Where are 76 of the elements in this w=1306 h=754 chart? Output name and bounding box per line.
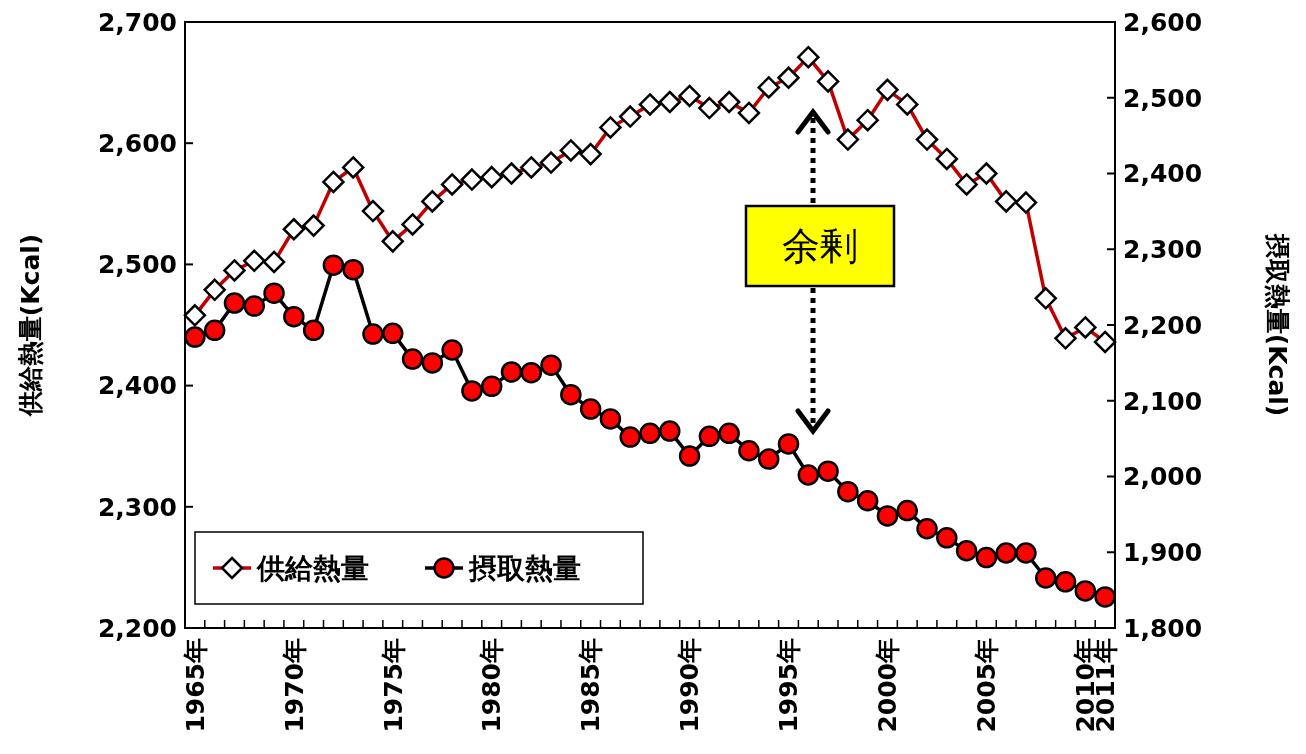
point — [184, 326, 206, 348]
point — [757, 448, 780, 470]
point — [1074, 580, 1097, 602]
annotation: 余剰 — [782, 224, 858, 269]
point — [599, 408, 622, 430]
point — [856, 489, 879, 512]
point — [1094, 586, 1116, 608]
point — [936, 527, 958, 549]
point — [975, 546, 998, 569]
point — [817, 460, 839, 482]
y2-tick-label: 2,300 — [1123, 235, 1203, 264]
point — [1015, 542, 1037, 564]
legend-label: 摂取熱量 — [468, 551, 581, 585]
point — [421, 352, 444, 374]
point — [678, 445, 701, 467]
x-tick-label: 1970年 — [279, 638, 309, 733]
y2-tick-label: 1,800 — [1123, 613, 1203, 643]
point — [896, 499, 918, 522]
point — [283, 305, 305, 328]
y2-axis-title: 摂取熱量(Kcal) — [1263, 232, 1293, 417]
point — [777, 433, 800, 455]
y2-tick-label: 2,500 — [1123, 83, 1203, 113]
point — [837, 480, 859, 503]
y2-tick-label: 2,400 — [1123, 159, 1203, 189]
point — [995, 542, 1017, 564]
point — [302, 319, 325, 342]
x-tick-label: 1995年 — [774, 638, 804, 733]
x-tick-label: 1980年 — [477, 638, 507, 733]
y-tick-label: 2,400 — [97, 371, 177, 401]
point — [243, 295, 266, 317]
point — [876, 505, 899, 527]
point — [263, 282, 285, 304]
point — [520, 361, 543, 384]
x-tick-label: 2000年 — [873, 638, 903, 733]
point — [500, 361, 523, 383]
point — [619, 426, 641, 448]
y2-tick-label: 1,900 — [1123, 538, 1203, 567]
x-tick-label: 1965年 — [180, 638, 210, 733]
point — [461, 380, 483, 402]
point — [441, 339, 463, 361]
point — [223, 292, 246, 314]
y-tick-label: 2,700 — [97, 7, 177, 37]
point — [718, 422, 740, 445]
y-tick-label: 2,300 — [97, 492, 177, 522]
point — [639, 422, 661, 445]
y2-tick-label: 2,200 — [1123, 310, 1203, 340]
point — [342, 258, 364, 281]
x-tick-label: 1990年 — [675, 638, 705, 733]
point — [659, 420, 681, 442]
x-tick-label: 1975年 — [378, 638, 408, 733]
point — [480, 375, 503, 398]
legend-label: 供給熱量 — [256, 551, 369, 585]
y2-tick-label: 2,600 — [1123, 7, 1203, 37]
point — [322, 254, 345, 276]
point — [738, 440, 760, 462]
point — [1054, 571, 1077, 593]
point — [401, 348, 424, 370]
y2-tick-label: 2,100 — [1123, 386, 1203, 416]
point — [916, 518, 938, 540]
point — [560, 383, 582, 406]
point — [540, 354, 562, 376]
point — [955, 539, 978, 562]
x-tick-label: 2005年 — [972, 638, 1002, 733]
point — [579, 398, 602, 420]
point — [382, 322, 404, 345]
y2-tick-label: 2,000 — [1123, 462, 1203, 492]
y-tick-label: 2,500 — [97, 250, 177, 280]
y-tick-label: 2,600 — [97, 128, 177, 158]
y-tick-label: 2,200 — [97, 613, 177, 643]
y-axis-title: 供給熱量(Kcal) — [15, 233, 45, 418]
point — [362, 323, 384, 345]
point — [1034, 567, 1057, 589]
x-tick-label: 1985年 — [576, 638, 606, 733]
point — [797, 464, 820, 486]
point — [698, 425, 721, 448]
point — [203, 319, 226, 342]
